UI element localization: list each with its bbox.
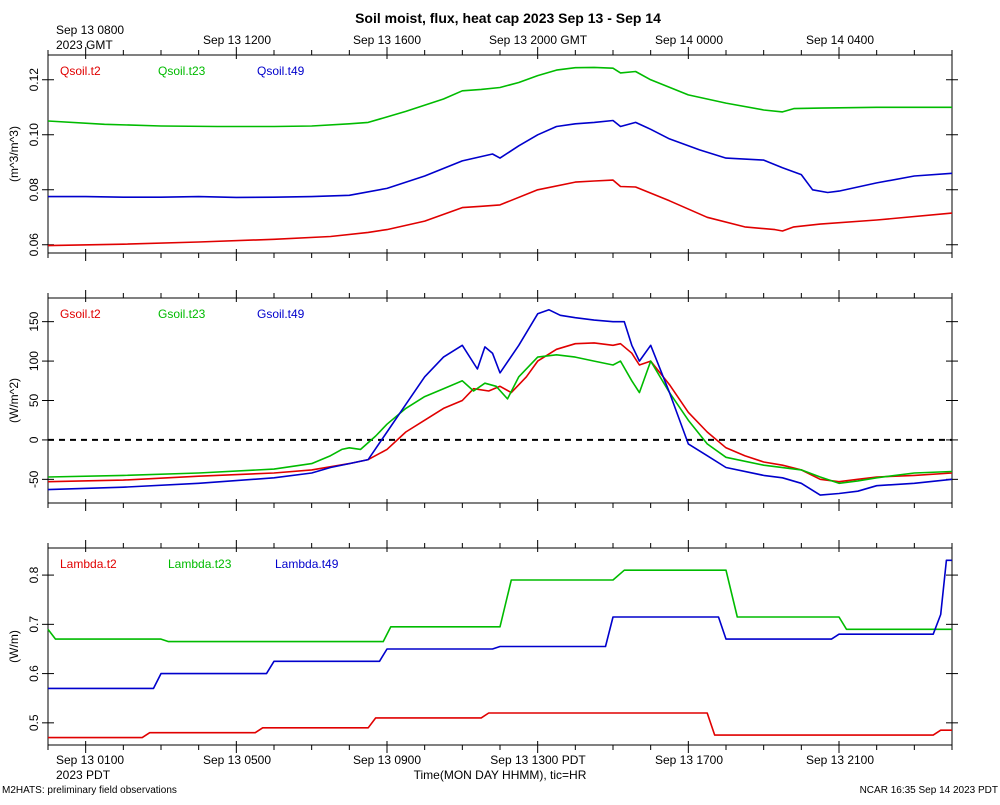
y-tick-label: 0.10 xyxy=(27,123,41,147)
y-tick-label: 0.12 xyxy=(27,68,41,92)
top-axis-first-label: Sep 13 0800 xyxy=(56,23,124,37)
series-line-Lambda-t49 xyxy=(48,559,952,690)
series-line-Gsoil-t2 xyxy=(47,342,953,483)
bottom-axis-label: Sep 13 0500 xyxy=(203,753,271,767)
y-tick-label: 150 xyxy=(27,311,41,331)
legend-label: Lambda.t2 xyxy=(60,557,117,571)
panel-soil-moisture: 0.06 0.08 0.10 0.12 (m^3/m^3) Qsoil.t2 Qsoil.t… xyxy=(7,47,958,261)
bottom-axis-label: Sep 13 2100 xyxy=(806,753,874,767)
chart-title: Soil moist, flux, heat cap 2023 Sep 13 -… xyxy=(355,10,661,26)
y-tick-label: 0.06 xyxy=(27,233,41,257)
y-tick-label: 0 xyxy=(27,436,41,443)
top-axis-label: Sep 14 0400 xyxy=(806,33,874,47)
y-tick-label: 0.5 xyxy=(27,714,41,731)
x-axis-title: Time(MON DAY HHMM), tic=HR xyxy=(414,768,587,782)
panel-soil-heat-flux: -50 0 50 100 150 (W/m^2) Gsoil.t2 Gsoil.t23 Gsoi… xyxy=(7,290,958,511)
series-line-Qsoil-t49 xyxy=(48,119,953,199)
series-line-Gsoil-t49 xyxy=(47,309,953,496)
y-tick-label: 0.7 xyxy=(27,616,41,633)
series-line-Lambda-t23 xyxy=(47,569,952,643)
bottom-axis-first-label-line2: 2023 PDT xyxy=(56,768,111,782)
bottom-axis-label: Sep 13 1300 PDT xyxy=(490,753,586,767)
legend-label: Qsoil.t2 xyxy=(60,64,101,78)
bottom-axis-label: Sep 13 1700 xyxy=(655,753,723,767)
y-tick-label: 0.08 xyxy=(27,178,41,202)
top-axis-label: Sep 13 1600 xyxy=(353,33,421,47)
y-axis-title: (W/m^2) xyxy=(7,378,21,423)
y-axis-title: (m^3/m^3) xyxy=(7,126,21,182)
y-tick-label: 50 xyxy=(27,394,41,408)
y-tick-label: 100 xyxy=(27,351,41,371)
y-tick-label: -50 xyxy=(27,470,41,488)
panel-thermal-conductivity: 0.5 0.6 0.7 0.8 (W/m) Lambda.t2 Lambda.t23 Lamb… xyxy=(7,540,958,753)
footer-right: NCAR 16:35 Sep 14 2023 PDT xyxy=(860,785,998,796)
y-tick-label: 0.8 xyxy=(27,566,41,583)
top-axis-label: Sep 13 2000 GMT xyxy=(489,33,588,47)
bottom-axis-label: Sep 13 0900 xyxy=(353,753,421,767)
bottom-axis-first-label: Sep 13 0100 xyxy=(56,753,124,767)
series-line-Qsoil-t2 xyxy=(47,179,953,247)
legend-label: Qsoil.t23 xyxy=(158,64,206,78)
legend-label: Qsoil.t49 xyxy=(257,64,305,78)
y-axis-title: (W/m) xyxy=(7,630,21,663)
series-line-Gsoil-t23 xyxy=(47,354,953,485)
top-axis-label: Sep 13 1200 xyxy=(203,33,271,47)
series-line-Lambda-t2 xyxy=(48,712,952,739)
legend-label: Lambda.t23 xyxy=(168,557,232,571)
legend-label: Gsoil.t23 xyxy=(158,307,206,321)
top-axis-first-label-line2: 2023 GMT xyxy=(56,38,113,52)
y-tick-label: 0.6 xyxy=(27,665,41,682)
legend-label: Lambda.t49 xyxy=(275,557,339,571)
footer-left: M2HATS: preliminary field observations xyxy=(2,785,177,796)
legend-label: Gsoil.t49 xyxy=(257,307,305,321)
series-line-Qsoil-t23 xyxy=(47,66,952,128)
top-axis-label: Sep 14 0000 xyxy=(655,33,723,47)
legend-label: Gsoil.t2 xyxy=(60,307,101,321)
